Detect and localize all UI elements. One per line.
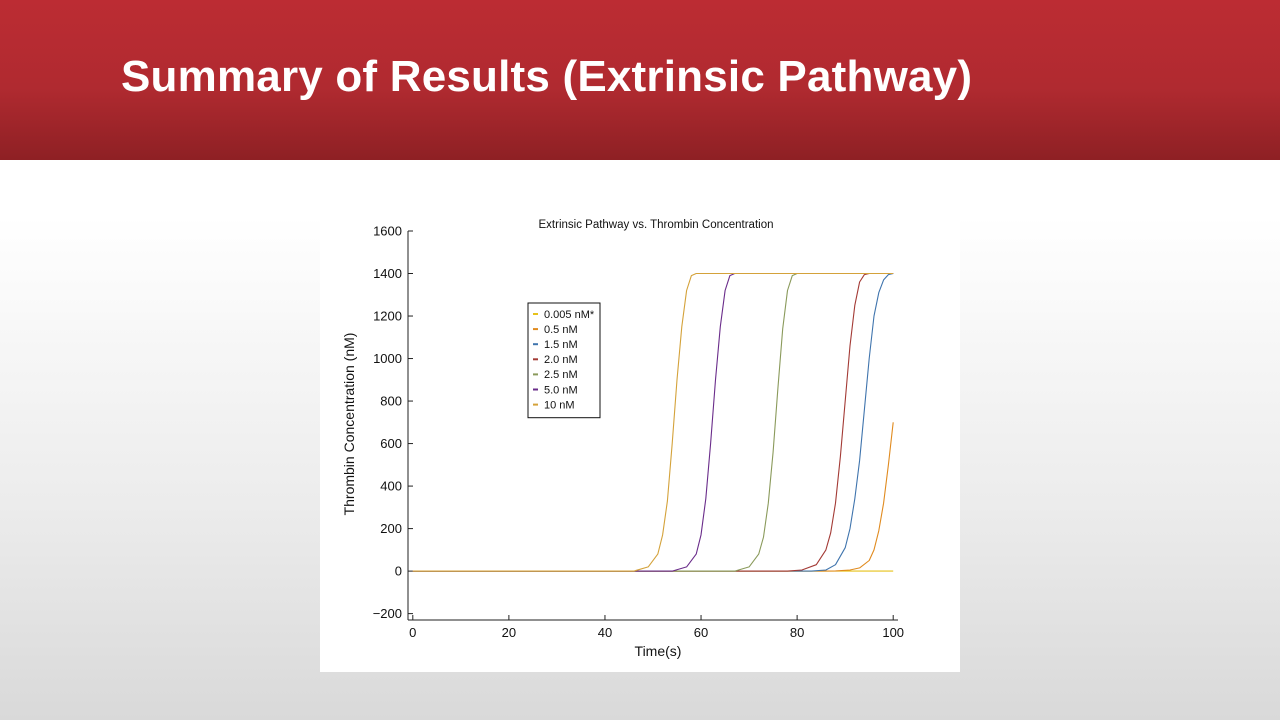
slide-title: Summary of Results (Extrinsic Pathway) bbox=[121, 52, 973, 101]
legend: 0.005 nM* 0.5 nM 1.5 nM 2.0 nM 2.5 nM 5.0 nM 1… bbox=[527, 302, 601, 419]
legend-box bbox=[527, 302, 601, 419]
series-layer bbox=[412, 272, 894, 572]
legend-entry: 2.0 nM bbox=[544, 354, 578, 366]
series-line-10-nm bbox=[412, 272, 894, 572]
legend-entry: 0.5 nM bbox=[544, 324, 578, 336]
series-line-1-5-nm bbox=[412, 272, 894, 572]
legend-entry: 5.0 nM bbox=[544, 384, 578, 396]
x-tick-label: 20 bbox=[502, 625, 516, 640]
chart-title: Extrinsic Pathway vs. Thrombin Concentra… bbox=[539, 219, 774, 231]
y-tick-label: 1200 bbox=[373, 309, 402, 324]
x-tick-label: 100 bbox=[882, 625, 904, 640]
x-tick-label: 0 bbox=[409, 625, 416, 640]
chart-panel: Extrinsic Pathway vs. Thrombin Concentra… bbox=[320, 193, 960, 672]
legend-entry: 10 nM bbox=[544, 399, 575, 411]
y-tick-label: 600 bbox=[380, 436, 402, 451]
axes-layer: −200 0 200 400 600 800 1000 1200 1400 1600 0 20 40 60… bbox=[373, 224, 904, 641]
x-tick-label: 80 bbox=[790, 625, 804, 640]
legend-entry: 2.5 nM bbox=[544, 369, 578, 381]
x-axis-label: Time(s) bbox=[635, 643, 682, 659]
y-tick-label: 1400 bbox=[373, 266, 402, 281]
legend-entry: 1.5 nM bbox=[544, 339, 578, 351]
y-axis-label: Thrombin Concentration (nM) bbox=[341, 333, 357, 516]
series-line-5-0-nm bbox=[412, 272, 894, 572]
y-tick-label: 1000 bbox=[373, 351, 402, 366]
series-line-2-5-nm bbox=[412, 272, 894, 572]
x-tick-label: 60 bbox=[694, 625, 708, 640]
y-tick-label: 1600 bbox=[373, 224, 402, 239]
slide-header-bar: Summary of Results (Extrinsic Pathway) bbox=[0, 0, 1280, 160]
y-tick-label: 800 bbox=[380, 394, 402, 409]
y-tick-label: 200 bbox=[380, 521, 402, 536]
y-tick-label: −200 bbox=[373, 606, 402, 621]
series-line-0-5-nm bbox=[412, 422, 894, 572]
y-tick-label: 400 bbox=[380, 479, 402, 494]
x-tick-label: 40 bbox=[598, 625, 612, 640]
thrombin-line-chart: Extrinsic Pathway vs. Thrombin Concentra… bbox=[341, 219, 904, 659]
legend-entry: 0.005 nM* bbox=[544, 309, 595, 321]
series-line-2-0-nm bbox=[412, 272, 870, 572]
y-tick-label: 0 bbox=[395, 564, 402, 579]
